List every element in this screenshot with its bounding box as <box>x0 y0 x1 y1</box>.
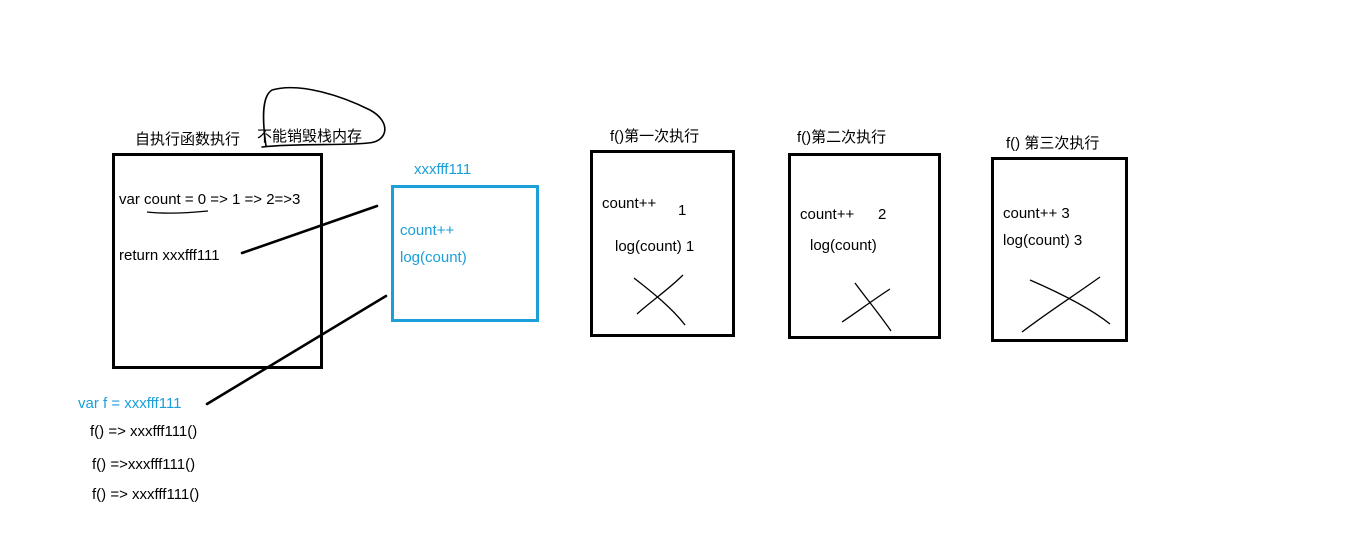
run-3-cross-icon <box>1021 276 1111 333</box>
heap-line-log: log(count) <box>400 249 467 266</box>
return-to-heap-line <box>240 204 379 255</box>
global-call-1: f() => xxxfff111() <box>90 423 198 440</box>
closure-return-line: return xxxfff111 <box>119 247 220 264</box>
heap-line-count: count++ <box>400 222 455 239</box>
global-call-2: f() =>xxxfff111() <box>92 456 196 473</box>
run-1-value: 1 <box>678 202 687 219</box>
run-2-box <box>788 153 941 339</box>
count-underline-stroke <box>146 210 209 214</box>
run-1-cross-icon <box>633 274 686 326</box>
note-loop-stroke <box>261 86 386 148</box>
run-3-title: f() 第三次执行 <box>1006 135 1100 152</box>
run-1-title: f()第一次执行 <box>610 128 700 145</box>
run-2-log: log(count) <box>810 237 877 254</box>
assign-to-heap-line <box>205 294 388 406</box>
run-2-value: 2 <box>878 206 887 223</box>
closure-title: 自执行函数执行 <box>135 131 241 148</box>
heap-box <box>391 185 539 322</box>
run-3-box <box>991 157 1128 342</box>
run-2-title: f()第二次执行 <box>797 129 887 146</box>
run-3-count: count++ 3 <box>1003 205 1070 222</box>
closure-note: 不能销毁栈内存 <box>257 128 363 145</box>
run-2-count: count++ <box>800 206 855 223</box>
global-call-3: f() => xxxfff111() <box>92 486 200 503</box>
run-3-log: log(count) 3 <box>1003 232 1083 249</box>
run-1-box <box>590 150 735 337</box>
global-assign: var f = xxxfff111 <box>78 395 182 412</box>
closure-var-line: var count = 0 => 1 => 2=>3 <box>119 191 301 208</box>
run-1-count: count++ <box>602 195 657 212</box>
run-2-cross-icon <box>841 282 892 332</box>
closure-stack-box <box>112 153 323 369</box>
run-1-log: log(count) 1 <box>615 238 695 255</box>
heap-address: xxxfff111 <box>414 161 472 178</box>
